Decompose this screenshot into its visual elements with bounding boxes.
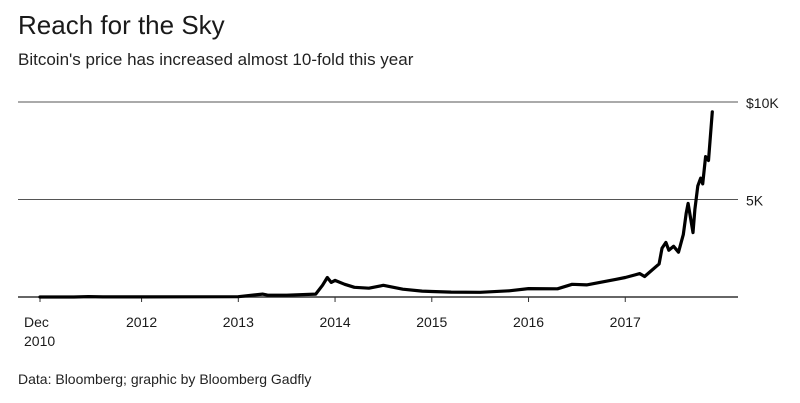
x-tick-label-3: 2014 <box>319 314 350 330</box>
tick-labels: 5K $10K Dec 2010 2012 2013 2014 2015 2016 2017 <box>24 95 779 349</box>
y-tick-label-1: $10K <box>746 95 779 111</box>
x-tick-label-0-line2: 2010 <box>24 333 55 349</box>
x-tick-label-6: 2017 <box>610 314 641 330</box>
x-tick-label-5: 2016 <box>513 314 544 330</box>
x-tick-label-0: Dec <box>24 314 49 330</box>
chart-subtitle: Bitcoin's price has increased almost 10-… <box>18 50 414 69</box>
grid-layer <box>18 101 738 200</box>
series-line-0 <box>38 110 714 299</box>
chart-title: Reach for the Sky <box>18 10 225 40</box>
y-tick-label-0: 5K <box>746 193 764 209</box>
x-tick-label-4: 2015 <box>416 314 447 330</box>
x-tick-label-1: 2012 <box>126 314 157 330</box>
source-note: Data: Bloomberg; graphic by Bloomberg Ga… <box>18 371 312 387</box>
x-tick-label-2: 2013 <box>223 314 254 330</box>
series-layer <box>38 110 714 299</box>
